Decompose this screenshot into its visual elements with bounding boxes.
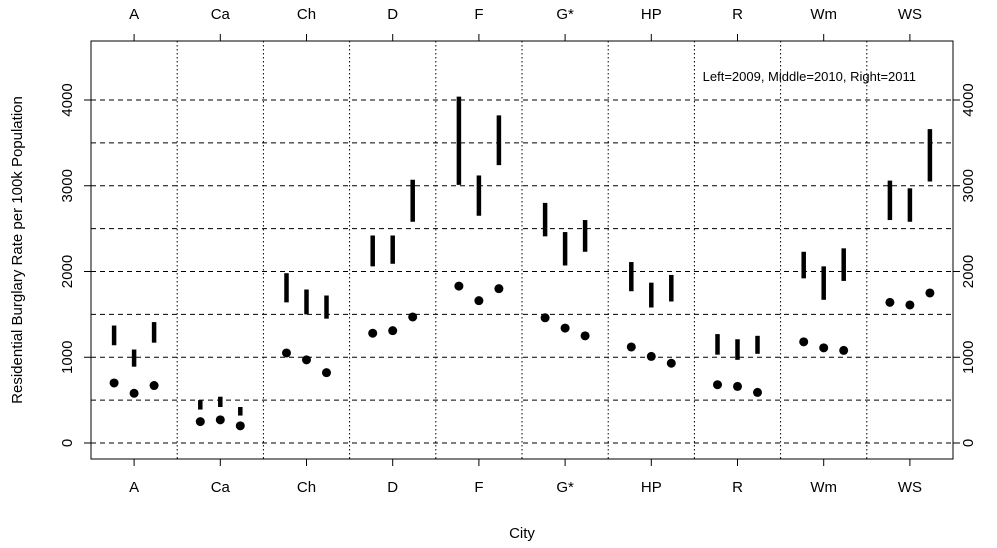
- bottom-category-label: Ch: [297, 479, 316, 496]
- data-point: [905, 300, 915, 310]
- data-point: [925, 288, 935, 298]
- interval-bars: [111, 96, 933, 416]
- top-category-label: F: [474, 6, 483, 23]
- x-axis-title: City: [509, 525, 535, 542]
- bottom-category-label: Wm: [810, 479, 837, 496]
- top-category-label: Ch: [297, 6, 316, 23]
- data-point: [282, 348, 291, 358]
- data-point: [109, 378, 119, 388]
- right-tick-label: 0: [960, 439, 977, 447]
- data-points: [109, 281, 935, 431]
- data-point: [454, 281, 464, 291]
- top-category-label: WS: [898, 6, 922, 23]
- data-point: [474, 296, 484, 306]
- top-category-label: G*: [556, 6, 574, 23]
- right-tick-label: 1000: [960, 341, 977, 374]
- top-category-label: R: [732, 6, 743, 23]
- data-point: [839, 345, 849, 355]
- top-category-label: D: [387, 6, 398, 23]
- bottom-category-label: Ca: [211, 479, 231, 496]
- left-tick-label: 2000: [59, 255, 76, 288]
- bottom-category-label: D: [387, 479, 398, 496]
- y-axis-title: Residential Burglary Rate per 100k Popul…: [9, 96, 26, 404]
- data-point: [235, 421, 245, 431]
- year-annotation: Left=2009, Middle=2010, Right=2011: [703, 69, 916, 84]
- right-axis: 0 1000 2000 3000 4000: [953, 83, 977, 447]
- left-tick-label: 3000: [59, 169, 76, 202]
- data-point: [149, 381, 159, 391]
- data-point: [540, 313, 550, 323]
- left-tick-label: 0: [59, 439, 76, 447]
- bottom-category-label: WS: [898, 479, 922, 496]
- left-tick-label: 1000: [59, 341, 76, 374]
- top-category-label: HP: [641, 6, 662, 23]
- data-point: [753, 387, 762, 397]
- data-point: [215, 415, 225, 425]
- data-point: [494, 284, 504, 294]
- left-axis: 0 1000 2000 3000 4000: [59, 83, 91, 447]
- data-point: [129, 388, 139, 398]
- bottom-category-label: R: [732, 479, 743, 496]
- top-category-label: Wm: [810, 6, 837, 23]
- data-point: [388, 326, 398, 336]
- right-tick-label: 2000: [960, 255, 977, 288]
- data-point: [580, 331, 590, 341]
- data-point: [408, 312, 418, 322]
- bottom-category-label: F: [474, 479, 483, 496]
- data-point: [195, 417, 205, 427]
- data-point: [819, 343, 829, 353]
- data-point: [885, 297, 895, 307]
- data-point: [799, 337, 809, 347]
- top-category-label: A: [129, 6, 139, 23]
- bottom-category-label: G*: [556, 479, 574, 496]
- top-axis: A Ca Ch D F G* HP R Wm WS: [129, 6, 922, 41]
- top-category-label: Ca: [211, 6, 231, 23]
- data-point: [368, 328, 378, 338]
- right-tick-label: 3000: [960, 169, 977, 202]
- bottom-category-label: A: [129, 479, 139, 496]
- data-point: [302, 355, 311, 365]
- data-point: [626, 342, 636, 352]
- city-separators: [176, 41, 868, 459]
- data-point: [713, 380, 722, 390]
- data-point: [646, 351, 656, 361]
- plot-frame: [90, 40, 954, 460]
- bottom-axis: A Ca Ch D F G* HP R Wm WS: [129, 459, 922, 496]
- data-point: [560, 323, 570, 333]
- left-tick-label: 4000: [59, 83, 76, 116]
- data-point: [322, 368, 331, 378]
- bottom-category-label: HP: [641, 479, 662, 496]
- right-tick-label: 4000: [960, 83, 977, 116]
- data-point: [666, 358, 676, 368]
- data-point: [733, 381, 742, 391]
